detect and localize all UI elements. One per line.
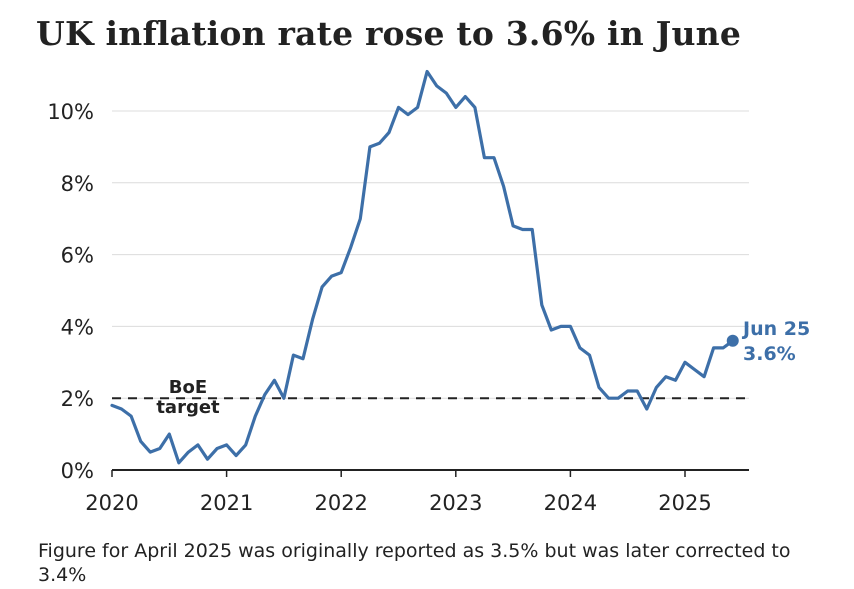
x-tick-label: 2022 [314, 491, 367, 515]
gridlines [112, 110, 749, 399]
inflation-line-chart: 0% 2% 4% 6% 8% 10% 2020 2021 2022 2023 2024 2025 Bo… [47, 69, 810, 515]
y-tick-label: 0% [61, 459, 94, 483]
end-label-date: Jun 25 [741, 318, 810, 340]
x-tick-label: 2023 [429, 491, 482, 515]
chart-title: UK inflation rate rose to 3.6% in June [36, 14, 742, 53]
y-tick-label: 4% [61, 315, 94, 339]
y-tick-label: 2% [61, 387, 94, 411]
footnote: Figure for April 2025 was originally rep… [38, 540, 791, 586]
series-layer [110, 69, 739, 465]
end-label-value: 3.6% [743, 343, 796, 365]
latest-point-marker [726, 334, 739, 347]
boe-target-label: BoE target [156, 377, 220, 418]
x-tick-label: 2020 [85, 491, 138, 515]
end-label-group: Jun 25 3.6% [741, 318, 810, 365]
x-tick-label: 2024 [544, 491, 597, 515]
y-tick-label: 6% [61, 244, 94, 268]
y-tick-label: 10% [47, 100, 94, 124]
x-tick-label: 2025 [658, 491, 711, 515]
axes: 0% 2% 4% 6% 8% 10% 2020 2021 2022 2023 2024 2025 [47, 100, 749, 515]
x-tick-label: 2021 [200, 491, 253, 515]
y-tick-label: 8% [61, 172, 94, 196]
inflation-series-line [110, 69, 735, 465]
